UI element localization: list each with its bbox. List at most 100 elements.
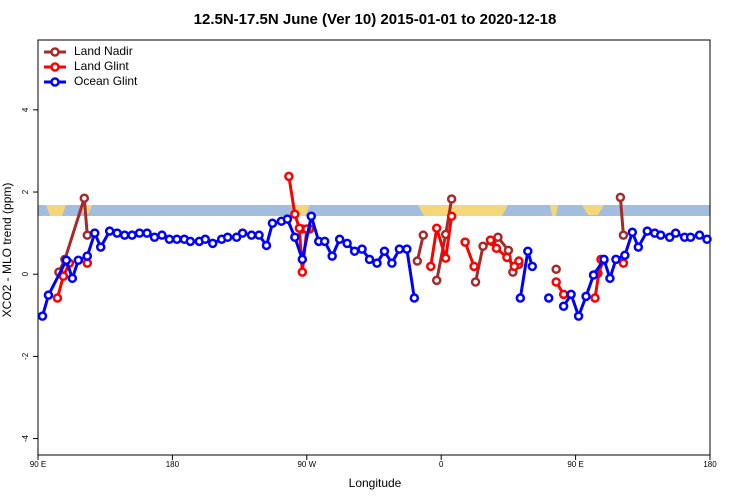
plot-frame xyxy=(37,39,711,456)
data-point xyxy=(514,256,524,266)
x-tick-label: 180 xyxy=(703,460,717,469)
data-point xyxy=(79,193,90,203)
data-point xyxy=(200,234,211,245)
data-point xyxy=(379,246,390,256)
data-point xyxy=(627,227,638,238)
map-strip xyxy=(38,205,710,216)
data-point xyxy=(618,230,629,240)
data-point xyxy=(470,277,481,287)
data-point xyxy=(543,293,554,303)
data-point xyxy=(290,209,300,219)
map-land xyxy=(582,205,604,215)
data-point xyxy=(431,223,442,233)
data-point xyxy=(460,237,470,247)
data-point xyxy=(372,258,382,268)
data-point xyxy=(412,256,423,266)
y-tick-label: 0 xyxy=(21,271,30,276)
x-tick-label: 90 E xyxy=(30,460,46,469)
data-point xyxy=(327,251,337,261)
data-point xyxy=(342,238,352,249)
data-point xyxy=(523,246,533,256)
data-point xyxy=(119,230,130,240)
data-point xyxy=(685,232,696,242)
data-point xyxy=(493,232,503,242)
data-point xyxy=(290,232,300,242)
data-point xyxy=(491,243,502,254)
data-point xyxy=(89,228,100,238)
x-axis-label: Longitude xyxy=(349,476,402,490)
data-point xyxy=(82,230,93,240)
map-land xyxy=(46,205,66,216)
data-point xyxy=(702,234,712,245)
data-point xyxy=(222,232,233,242)
data-point xyxy=(231,232,242,242)
data-point xyxy=(82,251,93,261)
data-point xyxy=(149,232,160,242)
data-point xyxy=(485,235,496,245)
data-point xyxy=(446,211,457,222)
y-tick-label: -4 xyxy=(21,434,30,442)
data-point xyxy=(297,254,308,265)
data-point xyxy=(43,290,54,300)
data-point xyxy=(590,293,600,303)
data-point xyxy=(37,311,48,321)
data-point xyxy=(282,214,293,224)
data-point xyxy=(267,218,278,229)
x-tick-label: 0 xyxy=(439,460,444,469)
legend-label: Land Nadir xyxy=(74,44,133,58)
data-point xyxy=(52,293,63,303)
data-point xyxy=(58,271,69,282)
data-point xyxy=(127,230,137,240)
data-point xyxy=(172,234,182,245)
data-point xyxy=(605,273,615,284)
data-point xyxy=(551,277,561,287)
x-tick-label: 90 W xyxy=(297,460,316,469)
y-tick-label: 4 xyxy=(21,107,30,112)
data-point xyxy=(478,241,488,252)
x-tick-label: 90 E xyxy=(567,460,583,469)
data-point xyxy=(402,244,412,254)
data-point xyxy=(664,232,675,242)
data-point xyxy=(611,254,621,265)
map-land xyxy=(418,205,508,216)
data-point xyxy=(61,255,72,265)
data-point xyxy=(387,258,397,268)
data-point xyxy=(515,293,526,303)
data-point xyxy=(157,230,167,240)
data-point xyxy=(566,289,576,300)
y-tick-label: 2 xyxy=(21,189,30,194)
data-point xyxy=(446,194,457,204)
data-point xyxy=(261,240,272,251)
map-ocean xyxy=(38,205,710,216)
chart-title: 12.5N-17.5N June (Ver 10) 2015-01-01 to … xyxy=(194,11,557,28)
data-point xyxy=(364,254,375,265)
data-point xyxy=(294,223,305,233)
data-point xyxy=(357,244,367,254)
data-point xyxy=(588,270,599,280)
data-point xyxy=(297,267,308,277)
data-point xyxy=(95,242,106,252)
data-point xyxy=(334,234,345,245)
data-point xyxy=(642,226,653,236)
data-point xyxy=(620,250,630,261)
data-point xyxy=(254,230,264,240)
data-point xyxy=(440,253,451,263)
data-point xyxy=(670,228,681,238)
data-point xyxy=(306,211,317,222)
data-point xyxy=(615,192,626,203)
y-tick-label: -2 xyxy=(21,352,30,360)
data-point xyxy=(142,228,152,238)
data-point xyxy=(425,261,436,272)
data-point xyxy=(394,244,405,254)
legend-marker xyxy=(50,77,60,87)
data-point xyxy=(469,261,479,272)
legend-label: Ocean Glint xyxy=(74,74,138,88)
y-axis-label: XCO2 - MLO trend (ppm) xyxy=(0,183,14,318)
data-point xyxy=(349,246,360,256)
data-point xyxy=(73,255,84,265)
data-point xyxy=(284,171,294,182)
data-point xyxy=(558,301,569,312)
data-point xyxy=(599,254,609,265)
legend-marker xyxy=(50,47,60,57)
data-point xyxy=(551,264,561,275)
